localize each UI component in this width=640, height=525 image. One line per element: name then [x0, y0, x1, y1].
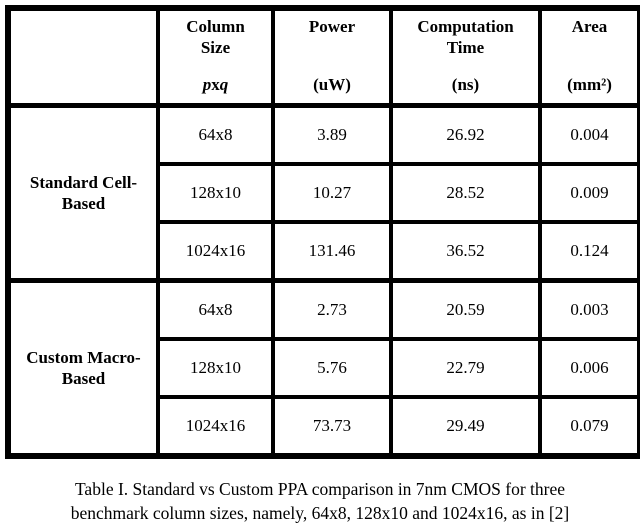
size-cell: 1024x16	[156, 220, 275, 283]
area-cell: 0.003	[538, 278, 640, 341]
computation-line2: Time	[446, 37, 485, 57]
caption-line1: Table I. Standard vs Custom PPA comparis…	[74, 479, 566, 499]
time-cell: 36.52	[389, 220, 542, 283]
col-header-area: Area (mm²)	[538, 6, 640, 108]
size-cell: 64x8	[156, 103, 275, 166]
size-cell: 128x10	[156, 162, 275, 224]
group-label-standard-cell-based: Standard Cell-Based	[6, 103, 160, 283]
table-caption: Table I. Standard vs Custom PPA comparis…	[0, 477, 640, 525]
computation-line1: Computation	[417, 16, 514, 36]
col-header-power: Power (uW)	[271, 6, 393, 108]
pxq-x: x	[211, 75, 220, 95]
size-cell: 128x10	[156, 337, 275, 399]
power-cell: 2.73	[271, 278, 393, 341]
area-header-label: Area	[571, 16, 608, 36]
column-size-line2: Size	[200, 37, 231, 57]
time-cell: 28.52	[389, 162, 542, 224]
time-cell: 20.59	[389, 278, 542, 341]
area-cell: 0.006	[538, 337, 640, 399]
time-unit-label: (ns)	[451, 75, 480, 95]
size-cell: 64x8	[156, 278, 275, 341]
area-cell: 0.079	[538, 395, 640, 458]
area-cell: 0.004	[538, 103, 640, 166]
group-label-custom-macro-based: Custom Macro-Based	[6, 278, 160, 458]
table-row: 1024x16 73.73 29.49 0.079	[8, 395, 640, 458]
time-cell: 29.49	[389, 395, 542, 458]
power-cell: 3.89	[271, 103, 393, 166]
table-header-row: Column Size pxq Power (uW) Computation Tim…	[6, 6, 640, 108]
corner-cell	[6, 6, 160, 108]
time-cell: 22.79	[389, 337, 542, 399]
table-row: Standard Cell-Based 64x8 3.89 26.92 0.00…	[6, 103, 640, 283]
area-unit-label: (mm²)	[567, 75, 612, 95]
table-row: 128x10 10.27 28.52 0.009	[8, 162, 640, 224]
power-header-label: Power	[308, 16, 356, 36]
power-cell: 73.73	[271, 395, 393, 458]
table-row: Custom Macro-Based 64x8 2.73 20.59 0.003	[6, 278, 640, 458]
column-size-header-label: Column Size	[186, 16, 245, 59]
pxq-q: q	[219, 75, 229, 95]
area-cell: 0.009	[538, 162, 640, 224]
power-unit-label: (uW)	[313, 75, 351, 95]
table-row: 1024x16 131.46 36.52 0.124	[8, 220, 640, 283]
size-cell: 1024x16	[156, 395, 275, 458]
computation-time-header-label: Computation Time	[417, 16, 513, 59]
power-cell: 131.46	[271, 220, 393, 283]
ppa-comparison-table: Column Size pxq Power (uW) Computation Tim…	[5, 5, 640, 459]
power-cell: 5.76	[271, 337, 393, 399]
column-size-subscript: pxq	[203, 74, 229, 95]
col-header-computation-time: Computation Time (ns)	[389, 6, 542, 108]
power-cell: 10.27	[271, 162, 393, 224]
column-size-line1: Column	[186, 16, 245, 36]
time-cell: 26.92	[389, 103, 542, 166]
table-row: 128x10 5.76 22.79 0.006	[8, 337, 640, 399]
pxq-p: p	[202, 75, 212, 95]
col-header-column-size: Column Size pxq	[156, 6, 275, 108]
caption-line2: benchmark column sizes, namely, 64x8, 12…	[70, 503, 570, 523]
area-cell: 0.124	[538, 220, 640, 283]
